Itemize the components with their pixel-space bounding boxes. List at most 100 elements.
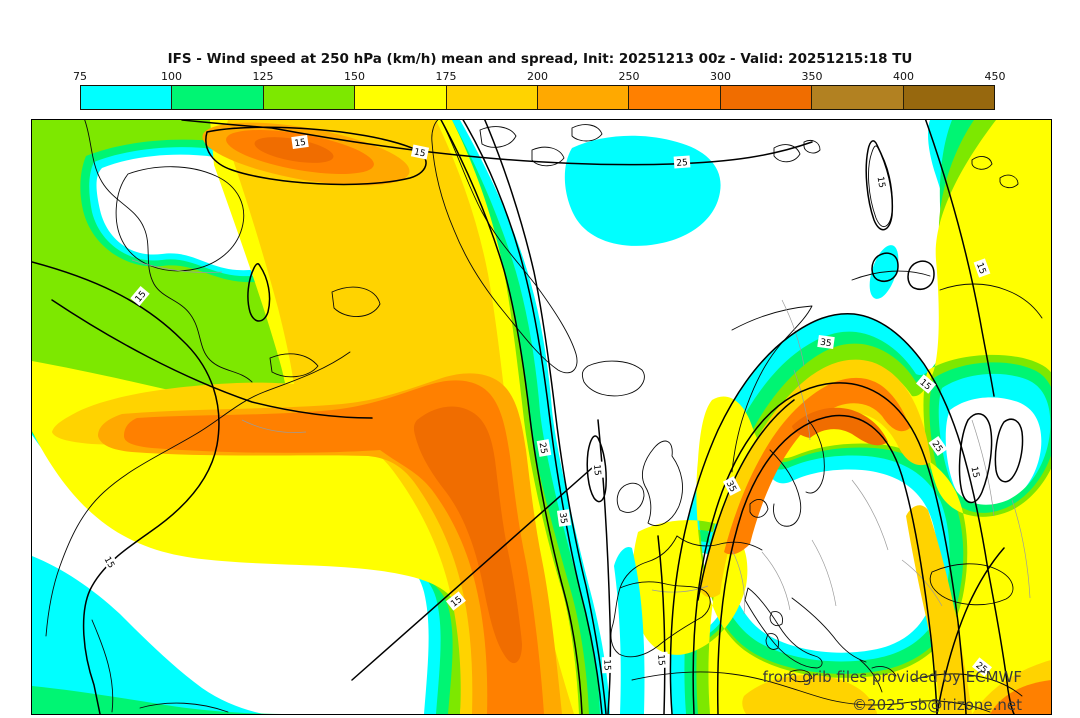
coast-greece [859,659,897,693]
coast-turkey [911,673,1023,697]
spread-labrador-loop [205,126,427,186]
svg-text:35: 35 [557,512,568,525]
coast-us-east [45,351,351,637]
spread-eeurope-loop-b [994,418,1024,483]
country-borders [131,259,1031,615]
contour-label-15: 15 [968,462,984,482]
coast-iberia [610,581,711,658]
spread-ridge-outer [669,312,1015,714]
coast-arctic-islands [479,124,603,167]
coast-baltic [769,449,802,527]
svg-text:15: 15 [601,659,611,671]
spread-seam-loop [586,435,607,503]
colorbar-tick-350: 350 [801,70,823,83]
svg-text:15: 15 [413,147,426,159]
spread-jet-flank-c [440,120,583,714]
border-c-europe [811,479,943,607]
spread-ridge-inner [716,414,938,714]
colorbar-tick-250: 250 [618,70,640,83]
coastlines [45,120,1043,713]
colorbar-tick-200: 200 [527,70,548,83]
coast-biscay [619,535,678,589]
coast-bothnia [805,419,825,494]
colorbar-segment-200 [538,86,630,109]
spread-small-loops [871,252,935,290]
colorbar-segment-75 [81,86,173,109]
svg-text:25: 25 [537,442,549,455]
svg-text:15: 15 [294,138,307,149]
coast-great-britain [642,440,683,526]
atlantic-jet-fills [32,120,610,714]
contour-label-15: 15 [291,134,309,149]
spread-jet-flank-b [484,120,607,714]
coast-cuba [139,702,229,713]
colorbar-segment-150 [355,86,447,109]
fill-eur-175d [742,674,877,714]
colorbar-segment-400 [903,86,995,109]
colorbar-tick-labels: 75 100 125 150 175 200 250 300 350 400 450 [73,70,1006,85]
colorbar-scale [80,85,995,110]
coast-arctic-russia [851,270,1043,319]
spread-ridge-mid [692,382,967,714]
colorbar-segment-300 [720,86,813,109]
coast-black-sea [929,563,1014,606]
coast-svalbard [773,139,821,163]
contour-label-25: 25 [673,155,691,169]
coast-ireland [616,482,645,513]
contour-label-15: 15 [973,258,991,278]
fill-eur-300 [792,407,888,446]
contour-label-15: 15 [655,651,669,669]
coast-hudson-bay [115,166,245,272]
coast-franz-josef [971,156,1019,189]
coast-adriatic-balkans [791,597,867,663]
svg-text:15: 15 [102,555,116,570]
contour-label-25: 25 [537,439,552,457]
colorbar-segment-100 [172,86,264,109]
spread-contours [32,120,1024,714]
colorbar-segment-350 [812,86,904,109]
svg-text:15: 15 [655,654,666,666]
colorbar-tick-300: 300 [710,70,731,83]
contour-label-35: 35 [817,334,835,349]
map-area: 15 15 15 15 25 25 35 15 15 15 15 35 35 15 25 25 15 15 15 f… [31,119,1052,715]
contour-label-35: 35 [722,476,742,496]
fill-eur-250b [990,680,1051,714]
coast-iceland [581,360,645,397]
coast-labrador [84,120,253,383]
contour-label-35: 35 [557,509,572,527]
coast-denmark [749,498,769,518]
colorbar-segment-175 [446,86,539,109]
coast-sicily [789,669,813,683]
coast-florida [91,619,114,713]
contour-label-15: 15 [875,173,890,191]
colorbar-tick-75: 75 [73,70,87,83]
fill-baffin-75 [564,135,721,246]
contour-label-15: 15 [100,552,120,572]
spread-hudson-small [247,263,271,322]
attribution-source: from grib files provided by ECMWF [763,668,1022,686]
svg-text:25: 25 [676,158,688,169]
coast-channel [676,535,763,551]
fill-eur-175b [906,505,972,714]
spread-diagonal [351,467,593,681]
border-e-europe [971,419,1031,599]
attribution-copyright: ©2025 sb@irizone.net [852,696,1022,714]
contour-label-15: 15 [591,461,605,479]
colorbar-segment-250 [629,86,721,109]
colorbar: 75 100 125 150 175 200 250 300 350 400 450 [73,70,1006,112]
colorbar-tick-450: 450 [984,70,1006,83]
colorbar-tick-150: 150 [344,70,365,83]
spread-eeurope-loop-a [958,413,993,504]
svg-text:35: 35 [819,338,832,349]
border-canada [131,259,307,433]
chart-title: IFS - Wind speed at 250 hPa (km/h) mean … [167,51,913,67]
svg-text:35: 35 [724,479,738,494]
svg-text:15: 15 [974,261,987,275]
coast-corsica-sardinia [765,611,783,650]
coast-nova-scotia [269,353,319,378]
coast-norway [731,305,813,473]
svg-text:15: 15 [968,466,980,479]
svg-text:15: 15 [591,464,602,476]
